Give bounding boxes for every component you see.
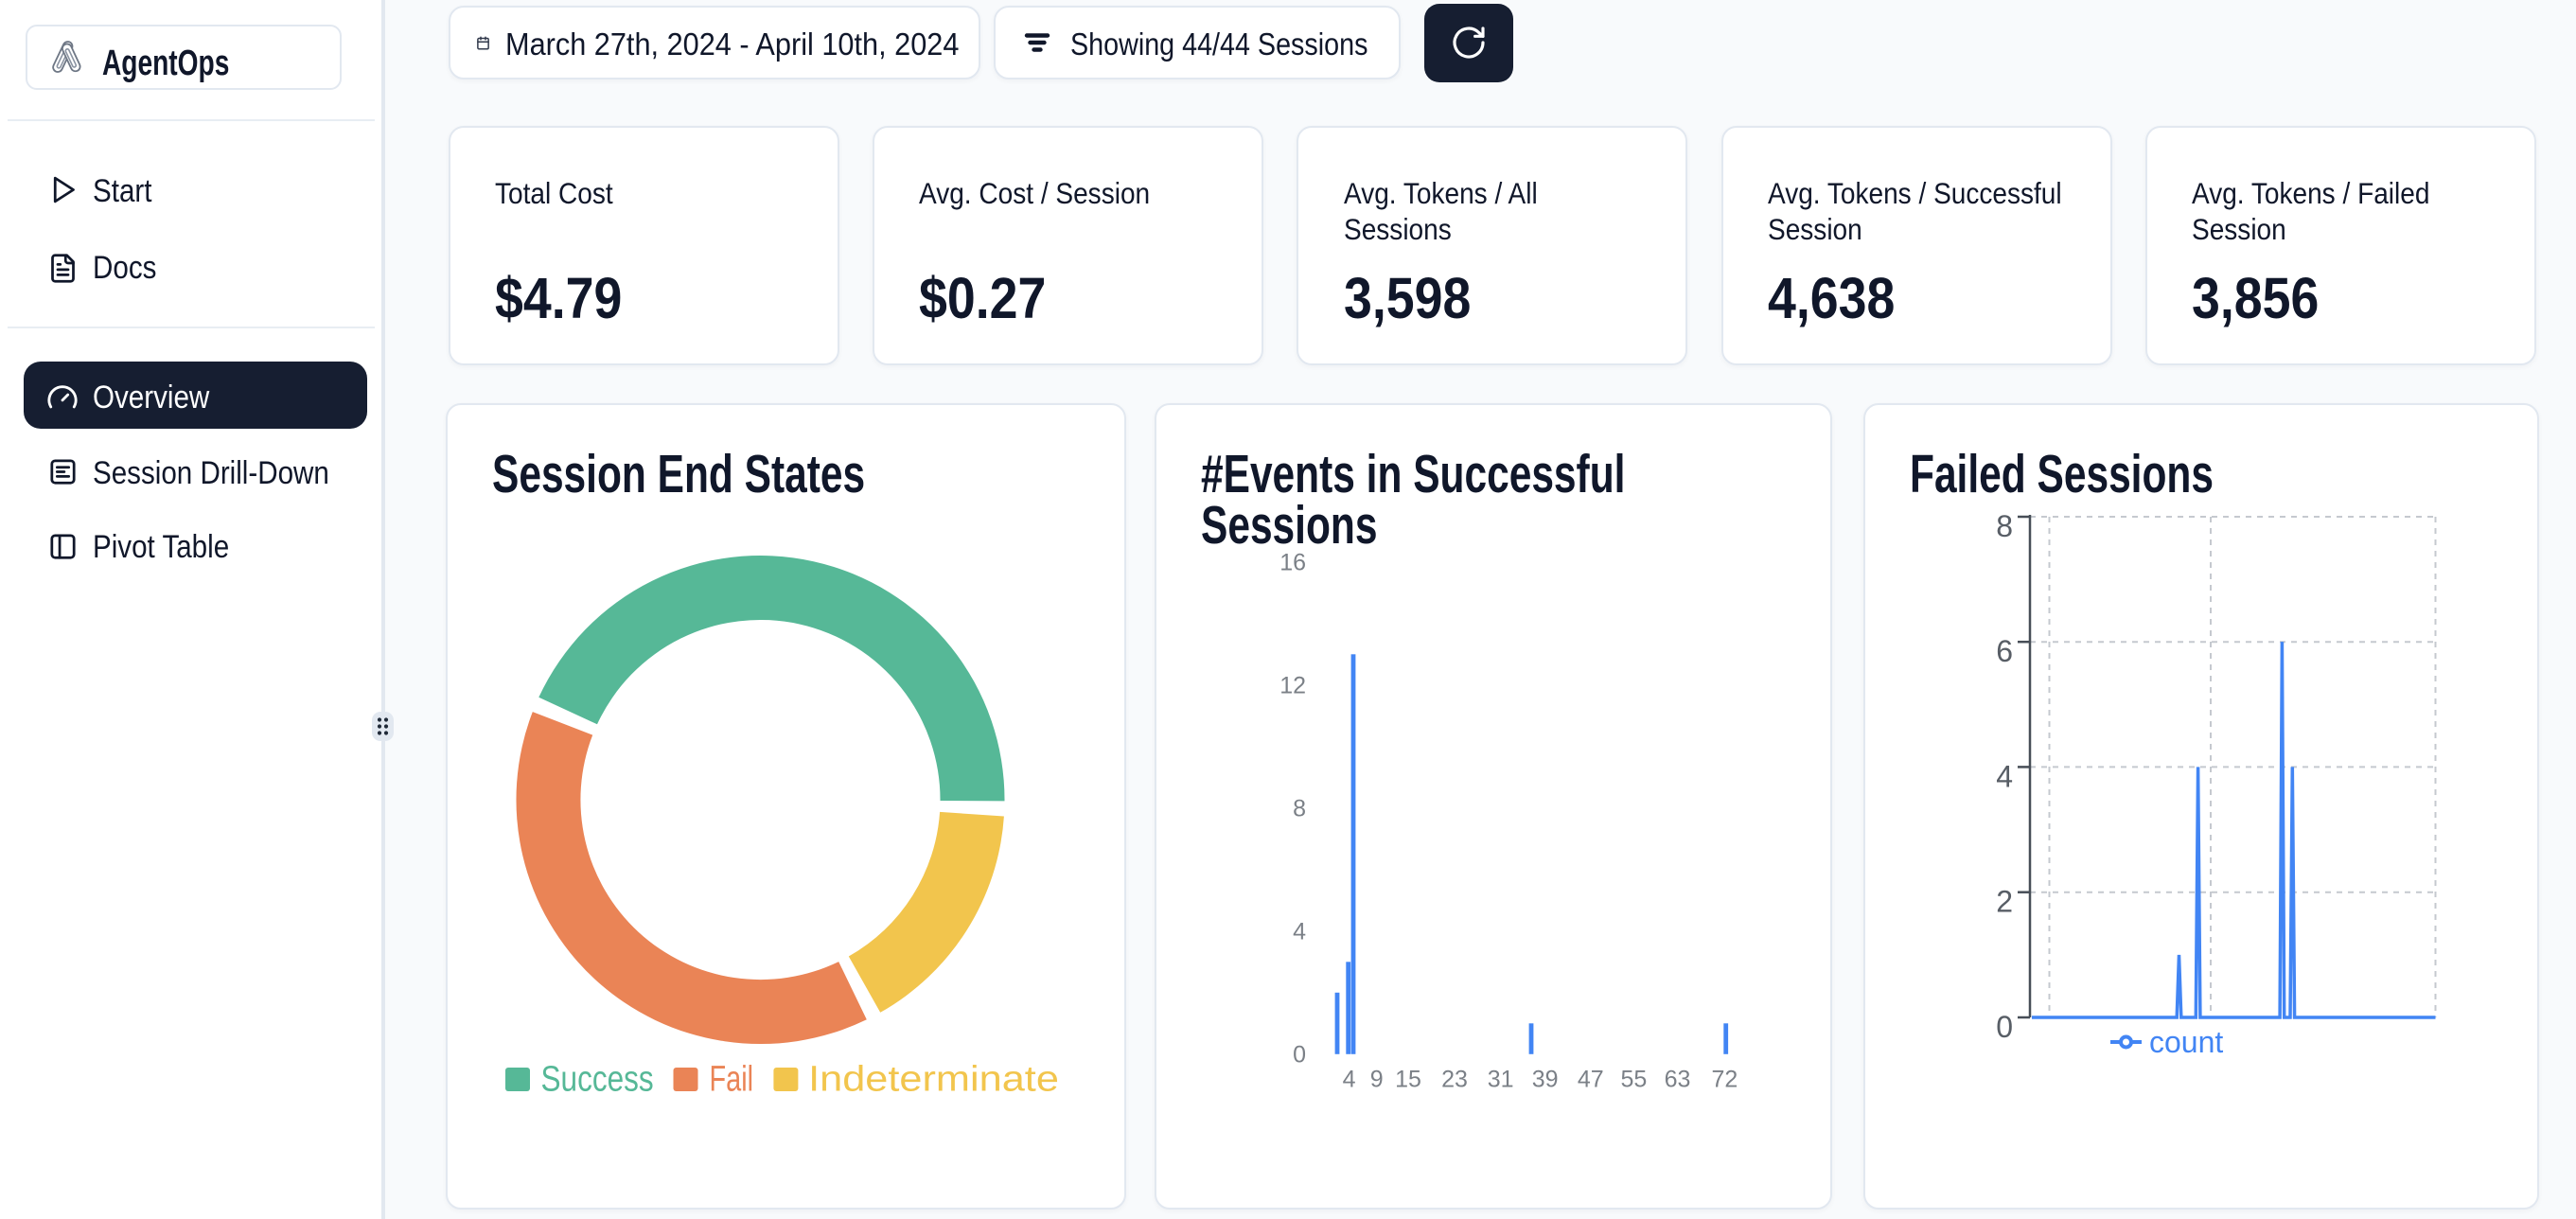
svg-text:39: 39 [1532, 1067, 1559, 1093]
svg-text:4: 4 [1293, 919, 1306, 945]
svg-text:15: 15 [1395, 1067, 1421, 1093]
svg-text:Success: Success [541, 1059, 654, 1099]
svg-text:0: 0 [1996, 1010, 2013, 1044]
svg-text:0: 0 [1293, 1042, 1306, 1069]
svg-text:47: 47 [1578, 1067, 1604, 1093]
svg-text:8: 8 [1996, 509, 2013, 543]
svg-text:4: 4 [1996, 759, 2013, 793]
svg-text:63: 63 [1665, 1067, 1691, 1093]
svg-text:16: 16 [1279, 550, 1306, 576]
svg-text:Indeterminate: Indeterminate [808, 1058, 1059, 1099]
svg-text:count: count [2149, 1025, 2223, 1059]
svg-text:23: 23 [1441, 1067, 1468, 1093]
svg-text:12: 12 [1279, 673, 1306, 699]
svg-text:31: 31 [1488, 1067, 1514, 1093]
svg-text:9: 9 [1370, 1067, 1384, 1093]
svg-text:55: 55 [1620, 1067, 1647, 1093]
svg-text:4: 4 [1343, 1067, 1356, 1093]
svg-text:6: 6 [1996, 634, 2013, 668]
svg-text:8: 8 [1293, 796, 1306, 822]
svg-text:2: 2 [1996, 885, 2013, 919]
svg-text:72: 72 [1711, 1067, 1738, 1093]
svg-text:Fail: Fail [710, 1059, 754, 1100]
